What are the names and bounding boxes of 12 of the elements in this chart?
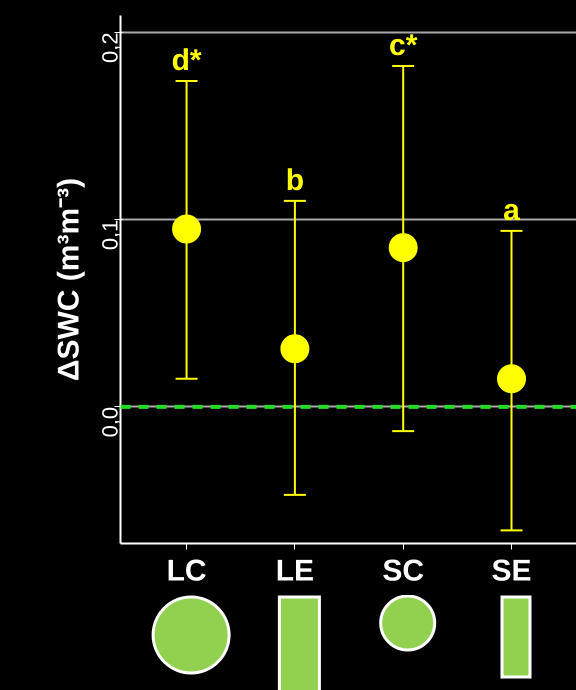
- x-tick-label: SC: [382, 554, 424, 588]
- annotation: d*: [172, 44, 202, 78]
- x-tick-label: SE: [492, 554, 532, 588]
- annotation: a: [503, 194, 520, 227]
- y-axis-title: ΔSWC (m³m⁻³): [52, 178, 86, 382]
- y-tick-label: 0,0: [98, 406, 122, 438]
- x-tick-label: LE: [276, 554, 314, 588]
- y-tick-label: 0,1: [98, 220, 122, 250]
- annotation: b: [286, 164, 304, 197]
- x-tick-label: LC: [166, 554, 207, 588]
- annotation: c*: [389, 29, 418, 62]
- y-tick-label: 0,2: [98, 32, 122, 63]
